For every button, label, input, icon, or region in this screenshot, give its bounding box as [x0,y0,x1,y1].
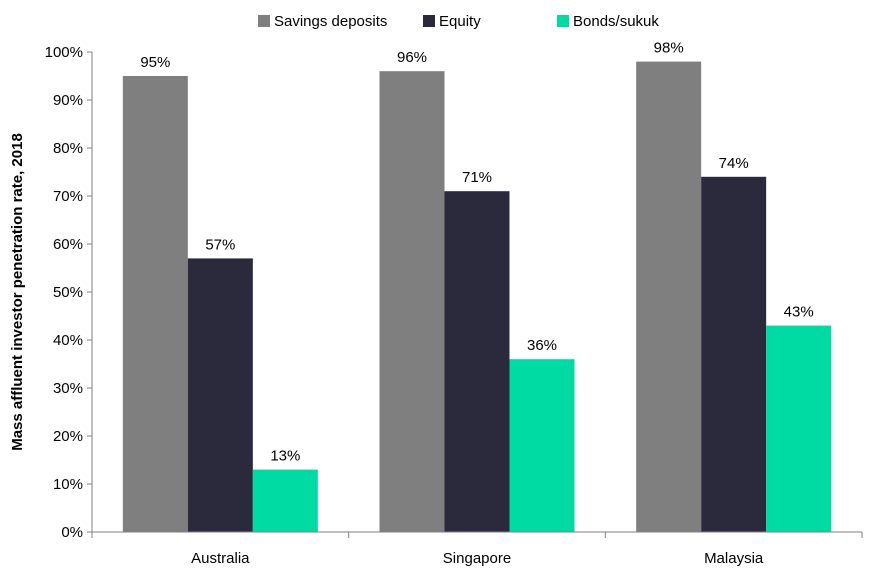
bar-bonds-sukuk-australia [252,469,318,532]
y-tick-label: 100% [45,44,83,61]
bar-savings-deposits-singapore [379,71,445,532]
bar-equity-singapore [444,191,510,532]
x-category-label-australia: Australia [191,550,250,567]
data-label-equity-australia: 57% [205,236,235,253]
legend-label-savings-deposits: Savings deposits [274,13,387,30]
y-tick-label: 70% [53,188,83,205]
legend-swatch-bonds-sukuk [557,15,569,27]
bar-savings-deposits-australia [122,76,188,532]
data-label-bonds-sukuk-australia: 13% [270,448,300,465]
bars-group: 95% 57% 13% 96% 71% 36% 98% 74% 43% [122,40,832,533]
y-tick-label: 60% [53,236,83,253]
y-tick-label: 10% [53,476,83,493]
x-category-label-malaysia: Malaysia [704,550,764,567]
legend-label-equity: Equity [439,13,481,30]
y-tick-label: 80% [53,140,83,157]
data-label-savings-deposits-singapore: 96% [397,49,427,66]
data-label-bonds-sukuk-malaysia: 43% [784,304,814,321]
y-tick-label: 20% [53,428,83,445]
data-label-equity-singapore: 71% [462,169,492,186]
bar-savings-deposits-malaysia [636,61,702,532]
bar-equity-australia [187,258,253,532]
y-tick-label: 90% [53,92,83,109]
y-tick-label: 40% [53,332,83,349]
y-tick-label: 30% [53,380,83,397]
data-label-equity-malaysia: 74% [719,155,749,172]
bar-equity-malaysia [701,176,767,533]
x-category-label-singapore: Singapore [443,550,511,567]
y-axis-title: Mass affluent investor penetration rate,… [9,133,26,451]
legend-swatch-equity [423,15,435,27]
legend-label-bonds-sukuk: Bonds/sukuk [573,13,659,30]
y-tick-label: 50% [53,284,83,301]
x-axis: Australia Singapore Malaysia [91,531,863,567]
data-label-savings-deposits-malaysia: 98% [654,40,684,57]
data-label-savings-deposits-australia: 95% [140,54,170,71]
y-axis: 0% 10% 20% 30% 40% 50% 60% 70% 80% 90% 100% [45,44,93,541]
legend-swatch-savings-deposits [258,15,270,27]
data-label-bonds-sukuk-singapore: 36% [527,337,557,354]
y-tick-label: 0% [61,524,83,541]
bar-bonds-sukuk-malaysia [766,325,832,532]
chart-legend: Savings deposits Equity Bonds/sukuk [258,13,659,30]
bar-bonds-sukuk-singapore [509,359,575,532]
